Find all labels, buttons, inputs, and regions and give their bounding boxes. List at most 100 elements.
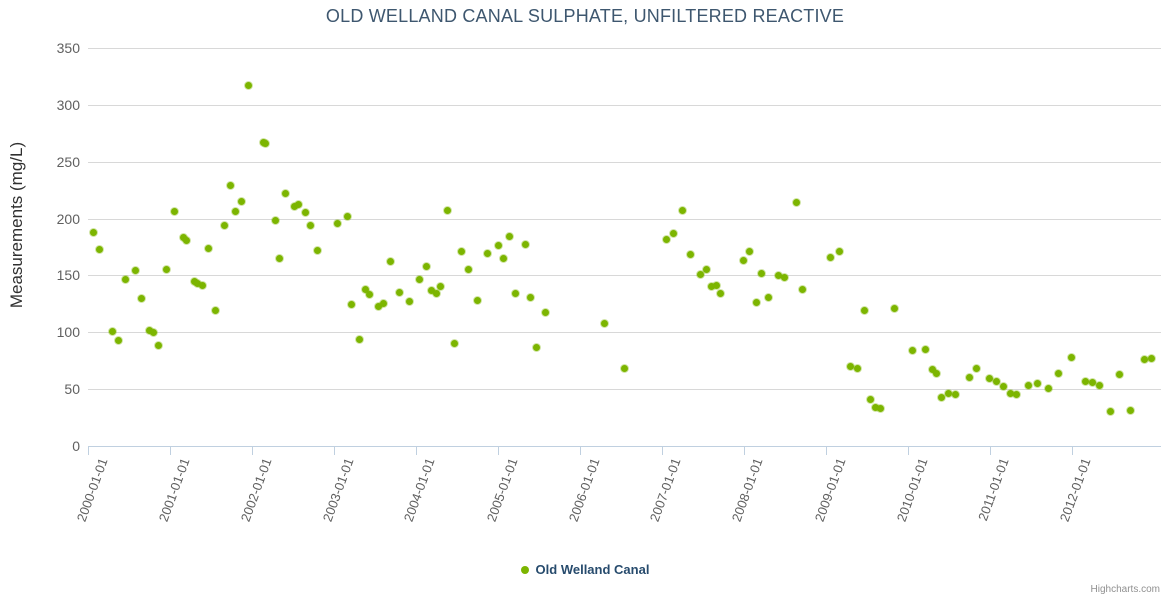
data-point[interactable] xyxy=(238,198,246,205)
data-point[interactable] xyxy=(745,248,753,256)
data-point[interactable] xyxy=(1006,390,1014,398)
data-point[interactable] xyxy=(678,207,686,215)
data-point[interactable] xyxy=(669,229,677,237)
data-point[interactable] xyxy=(232,208,240,216)
data-point[interactable] xyxy=(366,291,374,299)
data-point[interactable] xyxy=(1068,353,1076,361)
data-point[interactable] xyxy=(945,390,953,398)
data-point[interactable] xyxy=(1095,382,1103,390)
data-point[interactable] xyxy=(109,327,117,335)
data-point[interactable] xyxy=(526,293,534,301)
data-point[interactable] xyxy=(276,254,284,262)
data-point[interactable] xyxy=(1106,408,1114,416)
data-point[interactable] xyxy=(717,290,725,298)
data-point[interactable] xyxy=(226,182,234,190)
data-point[interactable] xyxy=(375,302,383,310)
data-point[interactable] xyxy=(361,285,369,293)
data-point[interactable] xyxy=(621,365,629,373)
data-point[interactable] xyxy=(687,251,695,259)
data-point[interactable] xyxy=(1116,370,1124,378)
data-point[interactable] xyxy=(1147,354,1155,362)
data-point[interactable] xyxy=(765,293,773,301)
data-point[interactable] xyxy=(1013,391,1021,399)
data-point[interactable] xyxy=(198,282,206,290)
data-point[interactable] xyxy=(708,283,716,291)
data-point[interactable] xyxy=(965,374,973,382)
data-point[interactable] xyxy=(1088,378,1096,386)
data-point[interactable] xyxy=(872,403,880,411)
data-point[interactable] xyxy=(432,290,440,298)
data-point[interactable] xyxy=(867,395,875,403)
data-point[interactable] xyxy=(211,307,219,315)
data-point[interactable] xyxy=(396,288,404,296)
data-point[interactable] xyxy=(422,262,430,270)
data-point[interactable] xyxy=(792,199,800,207)
data-point[interactable] xyxy=(847,362,855,370)
data-point[interactable] xyxy=(380,300,388,308)
data-point[interactable] xyxy=(758,269,766,277)
data-point[interactable] xyxy=(1024,382,1032,390)
data-point[interactable] xyxy=(484,250,492,258)
data-point[interactable] xyxy=(521,241,529,249)
data-point[interactable] xyxy=(348,301,356,309)
data-point[interactable] xyxy=(221,221,229,229)
data-point[interactable] xyxy=(1034,379,1042,387)
data-point[interactable] xyxy=(781,274,789,282)
data-point[interactable] xyxy=(170,208,178,216)
data-point[interactable] xyxy=(774,271,782,279)
data-point[interactable] xyxy=(986,375,994,383)
data-point[interactable] xyxy=(356,335,364,343)
data-point[interactable] xyxy=(542,309,550,317)
data-point[interactable] xyxy=(826,253,834,261)
data-point[interactable] xyxy=(835,248,843,256)
data-point[interactable] xyxy=(933,369,941,377)
data-point[interactable] xyxy=(922,345,930,353)
data-point[interactable] xyxy=(183,236,191,244)
data-point[interactable] xyxy=(89,228,97,236)
data-point[interactable] xyxy=(314,246,322,254)
data-point[interactable] xyxy=(952,391,960,399)
data-point[interactable] xyxy=(95,245,103,253)
data-point[interactable] xyxy=(890,304,898,312)
data-point[interactable] xyxy=(713,282,721,290)
legend-item-label[interactable]: Old Welland Canal xyxy=(535,562,650,577)
data-point[interactable] xyxy=(301,209,309,217)
data-point[interactable] xyxy=(752,299,760,307)
highcharts-credit[interactable]: Highcharts.com xyxy=(1090,584,1160,595)
data-point[interactable] xyxy=(450,340,458,348)
data-point[interactable] xyxy=(162,266,170,274)
data-point[interactable] xyxy=(261,140,269,148)
data-point[interactable] xyxy=(938,393,946,401)
data-point[interactable] xyxy=(115,336,123,344)
data-point[interactable] xyxy=(405,298,413,306)
data-point[interactable] xyxy=(993,377,1001,385)
data-point[interactable] xyxy=(415,276,423,284)
data-point[interactable] xyxy=(132,267,140,275)
data-point[interactable] xyxy=(500,254,507,262)
data-point[interactable] xyxy=(244,82,252,90)
data-point[interactable] xyxy=(908,346,916,354)
data-point[interactable] xyxy=(662,235,670,243)
data-point[interactable] xyxy=(512,290,520,298)
data-point[interactable] xyxy=(494,242,502,250)
data-point[interactable] xyxy=(146,326,153,334)
data-point[interactable] xyxy=(505,233,513,241)
data-point[interactable] xyxy=(294,201,302,209)
data-point[interactable] xyxy=(121,276,129,284)
data-point[interactable] xyxy=(387,258,395,266)
data-point[interactable] xyxy=(1054,369,1062,377)
data-point[interactable] xyxy=(437,283,445,291)
data-point[interactable] xyxy=(740,257,748,265)
chart-legend[interactable]: Old Welland Canal xyxy=(0,562,1170,577)
data-point[interactable] xyxy=(799,285,807,293)
data-point[interactable] xyxy=(137,294,145,302)
data-point[interactable] xyxy=(696,270,704,278)
data-point[interactable] xyxy=(282,190,290,198)
data-point[interactable] xyxy=(928,366,936,374)
data-point[interactable] xyxy=(457,248,465,256)
data-point[interactable] xyxy=(464,266,472,274)
data-point[interactable] xyxy=(271,217,279,225)
data-point[interactable] xyxy=(972,365,980,373)
data-point[interactable] xyxy=(333,219,341,227)
data-point[interactable] xyxy=(427,286,435,294)
